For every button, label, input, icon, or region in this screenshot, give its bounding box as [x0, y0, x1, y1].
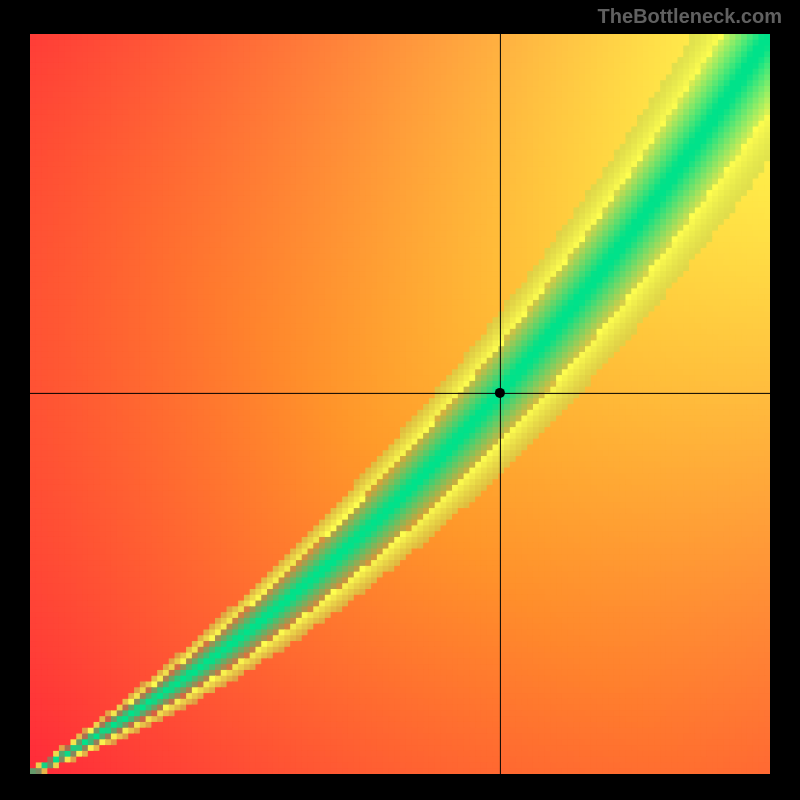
watermark-text: TheBottleneck.com [598, 6, 782, 29]
image-root: TheBottleneck.com [0, 0, 800, 800]
heatmap-canvas [30, 34, 770, 774]
heatmap-plot [30, 34, 770, 774]
